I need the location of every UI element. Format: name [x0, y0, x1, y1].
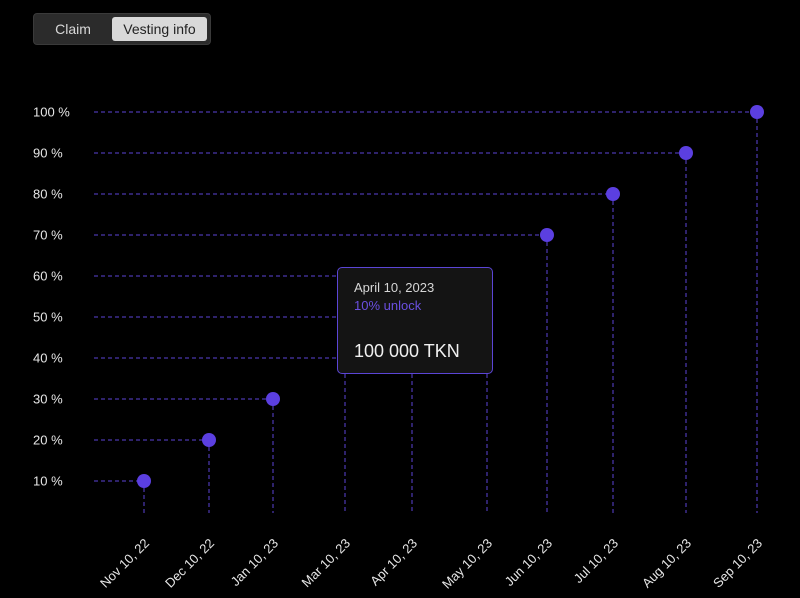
vesting-tooltip: April 10, 2023 10% unlock 100 000 TKN: [337, 267, 493, 374]
y-axis-tick-labels: 10 % 20 % 30 % 40 % 50 % 60 % 70 % 80 % 90 % 100 …: [33, 105, 70, 489]
y-tick-label: 30 %: [33, 392, 63, 407]
x-tick-label: Mar 10, 23: [299, 536, 354, 591]
x-tick-label: Sep 10, 23: [710, 536, 765, 591]
tooltip-date: April 10, 2023: [354, 280, 435, 295]
tooltip-amount: 100 000 TKN: [354, 341, 460, 361]
x-guide-lines: [143, 112, 758, 513]
vesting-point[interactable]: [266, 392, 280, 406]
x-tick-label: Aug 10, 23: [639, 536, 694, 591]
y-tick-label: 80 %: [33, 187, 63, 202]
vesting-points: [137, 105, 764, 488]
x-tick-label: Nov 10, 22: [97, 536, 152, 591]
y-tick-label: 50 %: [33, 310, 63, 325]
x-tick-label: Apr 10, 23: [367, 536, 420, 589]
tab-claim[interactable]: Claim: [55, 21, 91, 37]
tooltip-unlock: 10% unlock: [354, 298, 422, 313]
vesting-point[interactable]: [202, 433, 216, 447]
x-axis-tick-labels: Nov 10, 22 Dec 10, 22 Jan 10, 23 Mar 10, 23…: [97, 536, 765, 592]
vesting-point[interactable]: [679, 146, 693, 160]
tab-vesting-info[interactable]: Vesting info: [112, 17, 207, 41]
vesting-point[interactable]: [750, 105, 764, 119]
x-tick-label: Jul 10, 23: [571, 536, 621, 586]
y-tick-label: 40 %: [33, 351, 63, 366]
y-tick-label: 70 %: [33, 228, 63, 243]
vesting-point[interactable]: [137, 474, 151, 488]
tab-switcher: Claim Vesting info: [33, 13, 211, 45]
y-tick-label: 90 %: [33, 146, 63, 161]
y-tick-label: 20 %: [33, 433, 63, 448]
y-tick-label: 10 %: [33, 474, 63, 489]
y-guide-lines: [94, 111, 757, 482]
vesting-point[interactable]: [606, 187, 620, 201]
x-tick-label: Jun 10, 23: [502, 536, 556, 590]
vesting-point[interactable]: [540, 228, 554, 242]
x-tick-label: Dec 10, 22: [162, 536, 217, 591]
y-tick-label: 100 %: [33, 105, 70, 120]
x-tick-label: May 10, 23: [439, 536, 495, 592]
y-tick-label: 60 %: [33, 269, 63, 284]
x-tick-label: Jan 10, 23: [228, 536, 282, 590]
